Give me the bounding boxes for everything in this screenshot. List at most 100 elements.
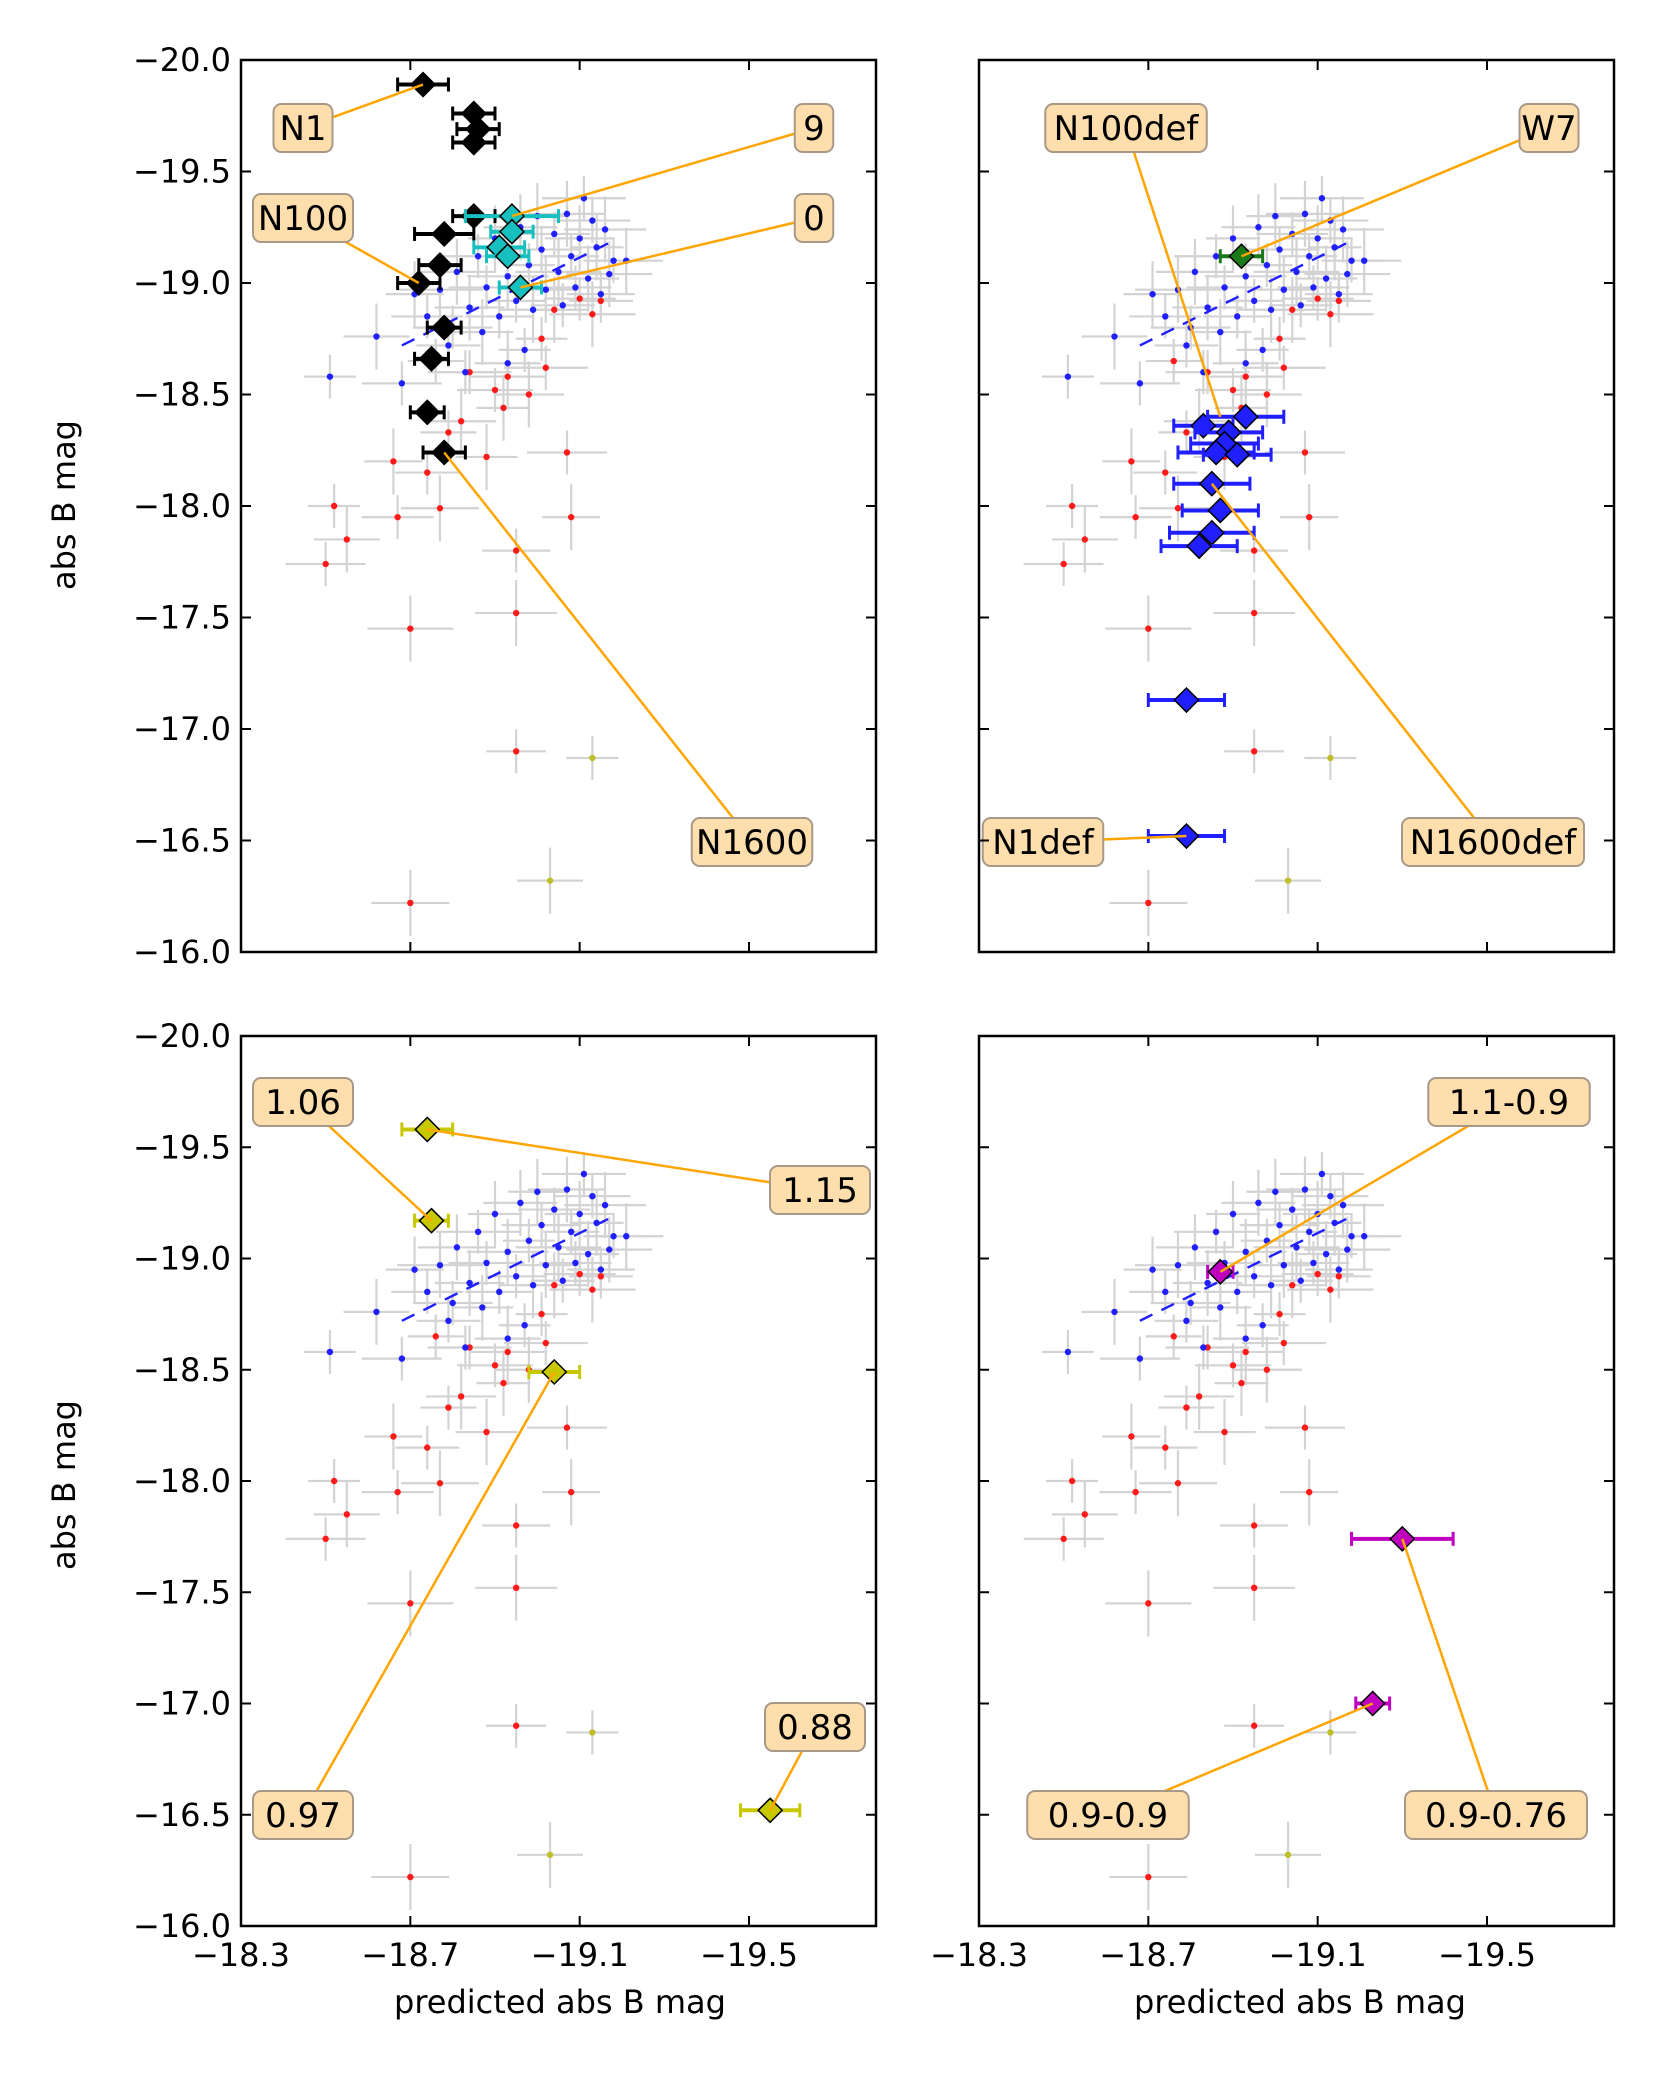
blue-background-point <box>563 1186 571 1193</box>
blue-background-point <box>1242 273 1249 280</box>
red-background-point <box>542 364 549 371</box>
annotation-leader <box>1401 1538 1498 1816</box>
red-background-point <box>551 306 558 313</box>
red-background-point <box>1250 547 1258 554</box>
annotation-box <box>272 103 334 153</box>
blue-background-point <box>534 1188 541 1195</box>
x-tick-label: −18.3 <box>192 1936 290 1974</box>
blue-background-point <box>1149 290 1156 298</box>
blue-background-point <box>1191 1244 1199 1251</box>
red-background-point <box>504 373 511 380</box>
y-tick-label: −20.0 <box>133 1017 231 1055</box>
blue-background-point <box>424 313 431 320</box>
annotation-box <box>764 1702 866 1752</box>
red-background-point <box>525 391 533 398</box>
blue-background-point <box>1149 1266 1156 1273</box>
red-background-point <box>407 899 414 907</box>
red-background-point <box>343 1511 351 1518</box>
x-axis-label-right: predicted abs B mag <box>1134 1983 1466 2021</box>
blue-background-point <box>538 1221 545 1229</box>
blue-background-point <box>551 1206 558 1213</box>
model-point <box>1186 533 1213 560</box>
blue-background-point <box>551 230 558 238</box>
red-background-point <box>330 1477 338 1485</box>
red-background-point <box>1174 505 1182 512</box>
x-tick-label: −19.5 <box>1438 1936 1536 1974</box>
red-background-point <box>576 295 583 302</box>
blue-background-point <box>449 1299 456 1307</box>
blue-background-point <box>1335 1266 1343 1273</box>
red-background-point <box>512 609 520 617</box>
red-background-point <box>1229 1362 1237 1369</box>
y-tick-label: −16.5 <box>133 1796 231 1834</box>
blue-background-point <box>326 1348 334 1356</box>
annotation-box <box>690 817 814 867</box>
blue-background-point <box>1276 246 1283 253</box>
red-background-point <box>1289 1282 1296 1289</box>
blue-background-point <box>411 1266 418 1273</box>
y-tick-label: −17.5 <box>133 599 231 637</box>
blue-background-point <box>1267 306 1275 313</box>
y-tick-label: −19.0 <box>133 264 231 302</box>
blue-background-point <box>1280 286 1288 293</box>
blue-background-point <box>483 284 490 291</box>
blue-background-point <box>424 1288 431 1296</box>
blue-background-point <box>1234 1288 1241 1296</box>
annotations: 1.1-0.9 0.9-0.9 0.9-0.76 <box>1026 1077 1591 1840</box>
blue-background-point <box>1111 333 1118 340</box>
red-background-point <box>1081 1511 1089 1518</box>
y-tick-label: −17.0 <box>133 710 231 748</box>
blue-background-point <box>572 1259 579 1267</box>
olive-background-point <box>1284 1851 1292 1859</box>
x-tick-label: −19.1 <box>1269 1936 1367 1974</box>
red-background-point <box>436 1480 444 1487</box>
x-tick-label: −18.7 <box>361 1936 459 1974</box>
blue-background-point <box>538 246 545 253</box>
blue-background-point <box>568 1228 575 1236</box>
blue-background-point <box>1276 1221 1283 1229</box>
red-background-point <box>1314 295 1321 302</box>
blue-background-point <box>1162 1288 1169 1296</box>
red-background-point <box>436 505 444 512</box>
olive-background-point <box>1284 877 1292 884</box>
blue-background-point <box>474 253 482 260</box>
blue-background-point <box>525 261 533 269</box>
blue-background-point <box>1255 224 1262 231</box>
blue-background-point <box>1263 261 1271 269</box>
annotation-label: N1 <box>279 109 326 149</box>
blue-background-point <box>1259 1322 1266 1329</box>
red-background-point <box>491 386 499 394</box>
red-background-point <box>504 1348 511 1356</box>
annotation-label: N100 <box>258 199 348 239</box>
red-background-point <box>1242 1348 1249 1356</box>
blue-background-point <box>1217 1304 1224 1311</box>
blue-background-point <box>466 1279 473 1287</box>
blue-background-point <box>1348 257 1355 264</box>
model-point <box>498 218 525 245</box>
red-background-point <box>457 418 465 425</box>
model-point <box>418 345 445 372</box>
blue-background-point <box>555 1244 562 1251</box>
blue-background-point <box>606 270 613 278</box>
y-axis-label-bottom: abs B mag <box>45 1400 83 1570</box>
red-background-point <box>483 1428 490 1436</box>
blue-background-point <box>1306 253 1313 260</box>
annotation-box <box>1404 1790 1588 1840</box>
blue-background-point <box>555 268 562 276</box>
blue-background-point <box>1136 1355 1144 1362</box>
annotation-label: N1600 <box>696 823 808 863</box>
red-background-point <box>1162 1444 1169 1451</box>
blue-background-point <box>504 273 511 280</box>
blue-background-point <box>1318 1170 1326 1178</box>
blue-background-point <box>398 380 406 387</box>
annotation-box <box>252 1077 354 1127</box>
annotation-label: W7 <box>1521 109 1576 149</box>
blue-background-point <box>453 1244 461 1251</box>
y-tick-label: −19.5 <box>133 153 231 191</box>
red-background-point <box>1068 502 1076 510</box>
y-tick-label: −18.5 <box>133 1351 231 1389</box>
model-point <box>1232 403 1259 430</box>
blue-background-point <box>483 1259 490 1267</box>
y-tick-label: −16.5 <box>133 822 231 860</box>
